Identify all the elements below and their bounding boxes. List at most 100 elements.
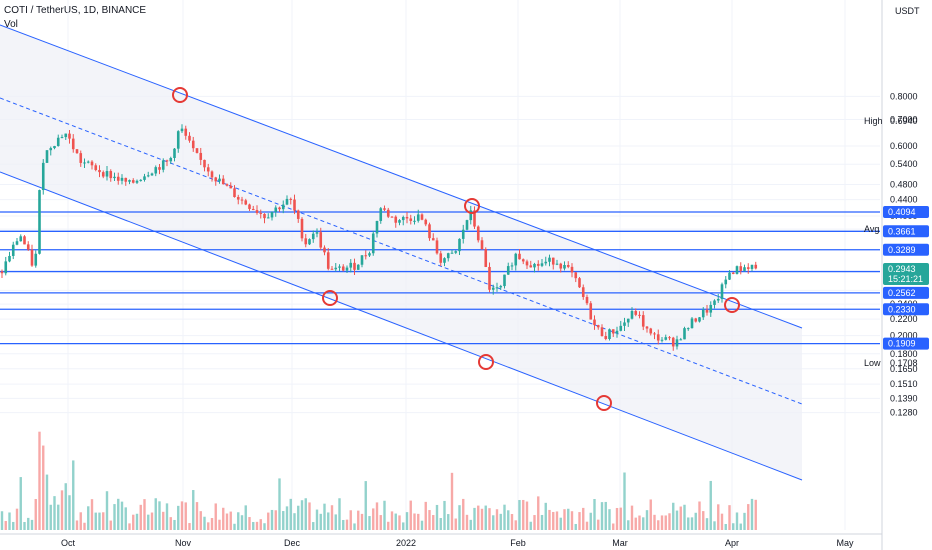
volume-bar	[237, 512, 240, 530]
volume-bar	[98, 512, 101, 530]
volume-bar	[375, 502, 379, 530]
volume-bar	[619, 507, 622, 530]
candle	[630, 307, 634, 320]
candle	[154, 165, 158, 177]
candle-body	[739, 266, 743, 271]
candle-body	[158, 167, 161, 170]
candle-body	[375, 220, 379, 234]
volume-bar	[484, 505, 487, 530]
candle-body	[611, 329, 615, 334]
volume-bar	[499, 513, 502, 530]
candle-body	[244, 200, 248, 205]
candle	[611, 329, 615, 338]
candle-body	[161, 160, 165, 170]
candle	[53, 145, 56, 150]
volume-bar	[90, 499, 94, 530]
volume-bar	[278, 478, 281, 530]
candle	[473, 206, 476, 229]
candle-body	[735, 266, 739, 274]
candle-body	[525, 261, 529, 266]
level-tag	[883, 243, 929, 256]
volume-bar	[574, 523, 577, 530]
candle-body	[518, 253, 521, 260]
volume-bar	[477, 505, 480, 530]
candle-body	[465, 220, 469, 230]
candle	[26, 241, 30, 251]
volume-bar	[690, 517, 694, 530]
volume-bar	[23, 522, 26, 530]
volume-bar	[589, 512, 592, 530]
volume-bar	[657, 520, 660, 530]
price-tick: 0.8000	[890, 91, 918, 101]
volume-bar	[300, 500, 304, 530]
candle	[619, 320, 623, 332]
candle-body	[431, 238, 435, 241]
time-tick: Apr	[725, 538, 739, 548]
candle-body	[675, 339, 679, 347]
candle	[371, 230, 375, 256]
candle-body	[274, 207, 278, 212]
candle-body	[206, 167, 210, 172]
volume-bar	[357, 510, 360, 530]
candle	[593, 315, 596, 330]
volume-bar	[342, 519, 345, 530]
time-tick: 2022	[396, 538, 416, 548]
candle	[743, 264, 746, 272]
volume-bar	[383, 500, 386, 530]
volume-bar	[405, 512, 409, 530]
candle	[469, 205, 473, 225]
volume-bar	[709, 480, 712, 530]
volume-bar	[289, 498, 292, 530]
candle	[446, 252, 450, 262]
candle	[75, 149, 79, 154]
candle	[533, 262, 536, 273]
candle	[518, 249, 521, 260]
level-tag	[883, 303, 929, 316]
candle-body	[709, 304, 713, 313]
candle	[176, 130, 180, 153]
volume-bar	[503, 504, 506, 530]
candle-body	[188, 135, 191, 141]
volume-bar	[702, 511, 705, 530]
candle-body	[150, 173, 154, 176]
candle-body	[671, 337, 675, 347]
candle-body	[398, 220, 401, 223]
volume-bar	[109, 520, 112, 530]
candle	[731, 271, 735, 275]
candle-body	[656, 334, 660, 341]
candle	[266, 213, 270, 219]
candle	[424, 218, 428, 227]
candle-body	[360, 255, 364, 265]
candle-body	[638, 314, 641, 316]
candle-body	[195, 148, 199, 153]
candle	[686, 327, 690, 331]
volume-bar	[312, 522, 315, 530]
candle-body	[570, 266, 574, 273]
candle	[401, 215, 405, 226]
candle-body	[446, 253, 450, 259]
volume-bar	[495, 509, 499, 530]
volume-bar	[252, 521, 255, 530]
candle	[596, 324, 600, 330]
candle-body	[574, 272, 578, 279]
candle	[229, 182, 233, 189]
candle	[319, 227, 323, 251]
candle-body	[34, 253, 38, 266]
candle-body	[338, 266, 341, 268]
candle	[41, 159, 45, 195]
current-price-value: 0.2943	[888, 264, 916, 274]
candle-body	[105, 171, 109, 177]
volume-bar	[173, 519, 176, 530]
candle-body	[49, 148, 53, 151]
candle	[244, 198, 248, 206]
candle-body	[0, 271, 4, 274]
volume-bar	[402, 522, 405, 530]
candle	[525, 259, 529, 270]
volume-bar	[154, 498, 157, 530]
candle-body	[4, 261, 8, 274]
candle	[653, 332, 656, 340]
volume-bar	[169, 517, 172, 530]
candle	[71, 134, 75, 153]
volume-bar	[432, 515, 435, 530]
